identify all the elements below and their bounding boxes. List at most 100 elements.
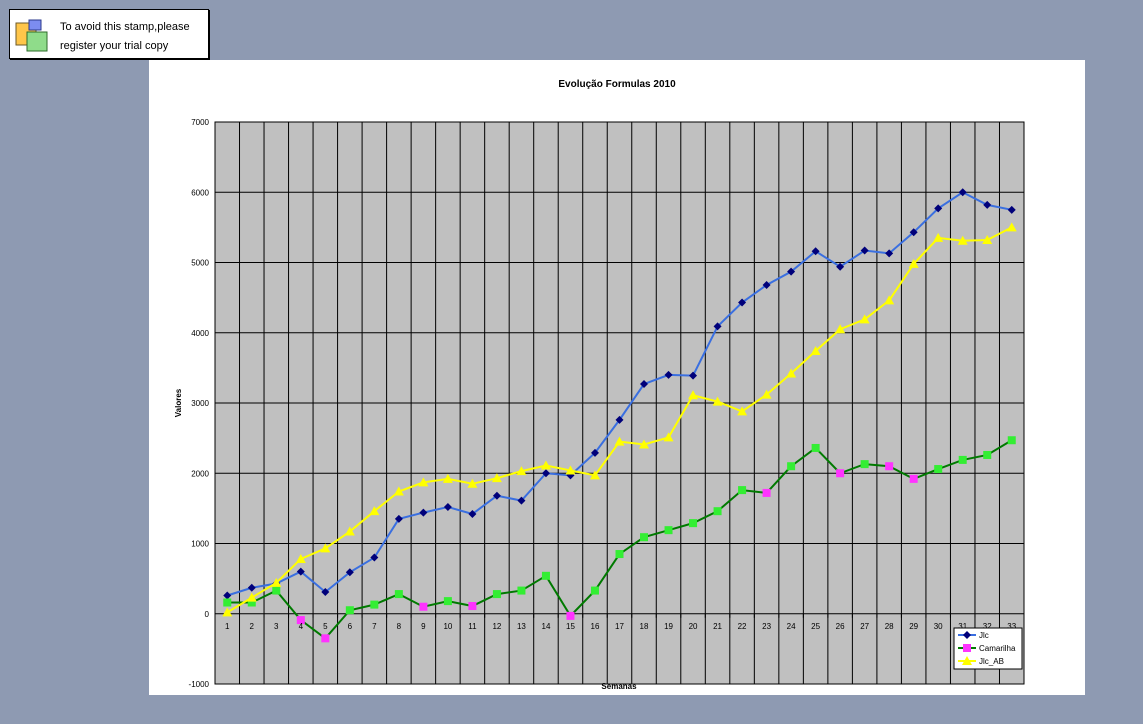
y-tick-label: 4000 <box>191 329 209 338</box>
data-point <box>492 491 501 500</box>
data-point <box>811 443 820 452</box>
data-point <box>787 267 796 276</box>
x-tick-label: 6 <box>348 622 353 631</box>
legend-items: Jlc Camarilha Jlc_AB <box>958 631 1016 666</box>
x-tick-label: 12 <box>492 622 501 631</box>
stamp-text-line-1: To avoid this stamp,please <box>60 21 190 33</box>
data-point <box>909 474 918 483</box>
x-tick-label: 26 <box>836 622 845 631</box>
data-point <box>787 462 796 471</box>
data-point <box>541 469 550 478</box>
series-jlc-ab <box>222 222 1017 617</box>
data-point <box>370 600 379 609</box>
x-tick-label: 16 <box>591 622 600 631</box>
data-point <box>738 298 747 307</box>
x-axis-title: Semanas <box>601 682 637 691</box>
data-point <box>934 465 943 474</box>
x-tick-label: 14 <box>542 622 551 631</box>
legend-label: Jlc <box>979 631 989 640</box>
data-point <box>590 586 599 595</box>
data-point <box>369 506 380 516</box>
x-tick-label: 24 <box>787 622 796 631</box>
data-point <box>393 486 404 496</box>
data-point <box>370 553 379 562</box>
data-point <box>418 477 429 487</box>
data-point <box>296 567 305 576</box>
data-point <box>983 200 992 209</box>
x-tick-label: 9 <box>421 622 426 631</box>
data-point <box>738 486 747 495</box>
x-tick-label: 28 <box>885 622 894 631</box>
data-point <box>246 592 257 602</box>
data-point <box>566 611 575 620</box>
x-tick-label: 13 <box>517 622 526 631</box>
x-tick-label: 18 <box>640 622 649 631</box>
data-point <box>908 258 919 268</box>
y-tick-label: 6000 <box>191 188 209 197</box>
data-point <box>394 514 403 523</box>
data-point <box>958 455 967 464</box>
x-tick-label: 5 <box>323 622 328 631</box>
data-point <box>934 204 943 213</box>
y-tick-label: 7000 <box>191 118 209 127</box>
data-point <box>963 644 971 652</box>
x-tick-label: 4 <box>299 622 304 631</box>
x-tick-label: 3 <box>274 622 279 631</box>
data-point <box>222 607 233 617</box>
y-tick-label: 3000 <box>191 399 209 408</box>
x-tick-label: 19 <box>664 622 673 631</box>
data-point <box>590 448 599 457</box>
data-point <box>1007 205 1016 214</box>
x-tick-label: 33 <box>1007 622 1016 631</box>
line-chart: Evolução Formulas 2010 -1000 0 1000 2000 300… <box>174 79 1025 691</box>
data-point <box>737 406 748 416</box>
data-point <box>541 571 550 580</box>
data-point <box>933 232 944 242</box>
data-point <box>810 346 821 356</box>
data-point <box>962 656 972 665</box>
series-camarilha <box>223 436 1016 643</box>
x-tick-label: 20 <box>689 622 698 631</box>
data-point <box>982 235 993 245</box>
data-point <box>223 598 232 607</box>
x-tick-label: 21 <box>713 622 722 631</box>
stamp-text-line-2: register your trial copy <box>60 40 169 52</box>
data-point <box>345 606 354 615</box>
data-point <box>419 602 428 611</box>
data-point <box>713 322 722 331</box>
data-point <box>957 235 968 245</box>
x-tick-label: 29 <box>909 622 918 631</box>
x-tick-label: 22 <box>738 622 747 631</box>
x-tick-label: 15 <box>566 622 575 631</box>
data-point <box>885 249 894 258</box>
data-point <box>468 509 477 518</box>
data-point <box>492 590 501 599</box>
data-point <box>344 526 355 536</box>
data-point <box>836 262 845 271</box>
data-point <box>467 478 478 488</box>
trial-stamp: To avoid this stamp,please register your… <box>9 9 209 59</box>
data-point <box>321 587 330 596</box>
data-point <box>1007 436 1016 445</box>
x-tick-label: 32 <box>983 622 992 631</box>
data-point <box>468 602 477 611</box>
data-point <box>664 370 673 379</box>
data-point <box>664 526 673 535</box>
data-point <box>223 591 232 600</box>
chart-panel: Evolução Formulas 2010 -1000 0 1000 2000 300… <box>149 60 1085 695</box>
legend-label: Camarilha <box>979 644 1016 653</box>
x-tick-label: 8 <box>397 622 402 631</box>
data-point <box>688 390 699 400</box>
data-point <box>713 507 722 516</box>
y-axis-title: Valores <box>174 388 183 417</box>
data-point <box>712 396 723 406</box>
data-point <box>860 246 869 255</box>
x-tick-label: 27 <box>860 622 869 631</box>
data-point <box>517 496 526 505</box>
series-jlc <box>223 188 1016 600</box>
data-point <box>320 543 331 553</box>
data-point <box>884 295 895 305</box>
data-point <box>762 488 771 497</box>
y-tick-label: -1000 <box>189 680 210 689</box>
data-point <box>963 631 971 639</box>
